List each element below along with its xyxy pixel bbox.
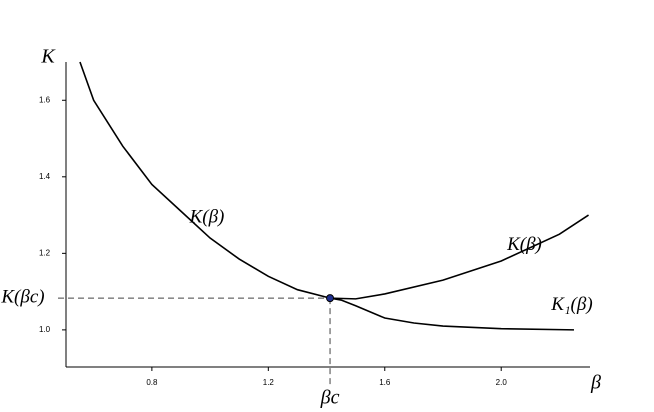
x-tick-label: 2.0 xyxy=(496,378,508,387)
x-axis-label: β xyxy=(590,372,601,394)
critical-point xyxy=(326,294,335,303)
y-tick-label: 1.0 xyxy=(39,325,51,334)
y-tick-label: 1.4 xyxy=(39,172,51,181)
curve-label: K(β) xyxy=(506,234,542,255)
curve-label: K₁(β) xyxy=(550,294,592,315)
y-axis-label: K xyxy=(40,46,56,68)
y-tick-label: 1.6 xyxy=(39,95,51,104)
curve-label: K(β) xyxy=(189,206,225,227)
x-tick-label: 0.8 xyxy=(146,378,158,387)
critical-y-label: K(βc) xyxy=(0,286,44,307)
x-tick-label: 1.2 xyxy=(263,378,275,387)
critical-x-label: βc xyxy=(320,387,340,409)
x-tick-label: 1.6 xyxy=(379,378,391,387)
curve xyxy=(79,61,589,300)
y-tick-label: 1.2 xyxy=(39,248,51,257)
curve xyxy=(329,297,575,331)
